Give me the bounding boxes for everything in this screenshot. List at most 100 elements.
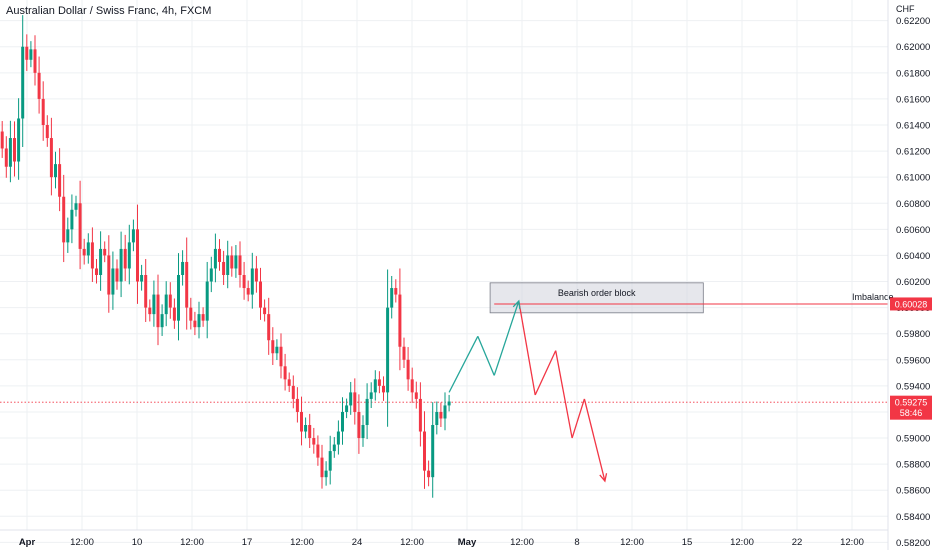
- candle-body: [439, 411, 443, 419]
- candle-body: [242, 275, 246, 289]
- candle-body: [263, 307, 267, 315]
- candle-body: [201, 314, 205, 321]
- candle-body: [324, 470, 328, 478]
- candle-body: [8, 138, 12, 167]
- y-tick-label: 0.61800: [896, 68, 930, 79]
- y-tick-label: 0.58200: [896, 538, 930, 549]
- candle-body: [423, 431, 426, 471]
- candle-body: [74, 203, 78, 210]
- candle-body: [226, 255, 230, 275]
- candle-body: [267, 314, 271, 341]
- projection-segment: [534, 350, 557, 396]
- candle-body: [58, 164, 62, 197]
- candle-body: [25, 46, 29, 60]
- candle-body: [275, 346, 279, 354]
- candle-body: [4, 148, 8, 167]
- candle-body: [402, 346, 406, 360]
- candle-body: [447, 401, 451, 406]
- candle-body: [144, 275, 148, 308]
- candle-body: [427, 470, 431, 478]
- candle-body: [95, 268, 98, 275]
- imbalance-price-label: 0.60028: [895, 299, 928, 309]
- x-tick-label: 17: [242, 537, 253, 548]
- candle-body: [13, 138, 16, 162]
- y-tick-label: 0.59800: [896, 329, 930, 340]
- x-tick-label: 12:00: [290, 537, 314, 548]
- projection-segment: [555, 350, 573, 439]
- candle-body: [21, 46, 25, 119]
- x-tick-label: 22: [792, 537, 803, 548]
- candle-body: [304, 425, 308, 432]
- candle-body: [54, 164, 57, 178]
- candle-body: [41, 98, 45, 125]
- candle-body: [336, 431, 340, 445]
- x-tick-label: 8: [574, 537, 579, 548]
- candle-body: [119, 248, 123, 282]
- candle-body: [37, 72, 41, 99]
- projection-layer: [448, 299, 608, 483]
- candle-body: [99, 248, 103, 275]
- candle-body: [148, 307, 152, 315]
- y-tick-label: 0.61600: [896, 94, 930, 105]
- candle-body: [136, 229, 139, 282]
- candle-body: [246, 288, 250, 295]
- candle-body: [254, 268, 258, 282]
- candle-body: [189, 307, 193, 321]
- candle-body: [308, 425, 312, 439]
- candle-body: [45, 125, 49, 139]
- x-tick-label: Apr: [19, 537, 36, 548]
- y-tick-label: 0.59600: [896, 355, 930, 366]
- x-tick-label: 24: [352, 537, 363, 548]
- candle-body: [78, 203, 82, 249]
- candle-body: [353, 392, 357, 412]
- candle-body: [164, 294, 168, 315]
- candle-body: [418, 398, 422, 432]
- x-tick-label: 10: [132, 537, 143, 548]
- y-tick-label: 0.58800: [896, 460, 930, 471]
- candle-body: [406, 359, 410, 380]
- y-tick-label: 0.61400: [896, 121, 930, 132]
- candle-body: [300, 411, 303, 432]
- candle-body: [349, 392, 353, 406]
- candle-body: [382, 385, 385, 393]
- candle-body: [357, 411, 361, 439]
- candle-body: [17, 118, 21, 162]
- x-tick-label: 12:00: [70, 537, 94, 548]
- candle-body: [140, 275, 144, 282]
- candle-body: [115, 268, 119, 282]
- candle-body: [127, 242, 131, 269]
- candle-body: [390, 288, 394, 308]
- candle-body: [373, 379, 377, 393]
- candle-body: [213, 248, 217, 269]
- candle-body: [66, 229, 70, 243]
- candle-body: [259, 281, 262, 308]
- y-tick-label: 0.60200: [896, 277, 930, 288]
- candle-body: [414, 392, 418, 399]
- candle-body: [205, 281, 209, 321]
- y-tick-label: 0.62200: [896, 16, 930, 27]
- candle-body: [230, 255, 234, 269]
- x-tick-label: 12:00: [180, 537, 204, 548]
- y-tick-label: 0.61200: [896, 147, 930, 158]
- imbalance-label: Imbalance: [852, 292, 894, 302]
- candle-body: [70, 209, 74, 230]
- order-block-zone: [489, 282, 704, 314]
- candle-body: [29, 49, 33, 60]
- x-tick-label: 12:00: [510, 537, 534, 548]
- x-tick-label: 12:00: [730, 537, 754, 548]
- candle-body: [250, 268, 254, 295]
- candle-body: [316, 444, 320, 458]
- x-tick-label: 12:00: [400, 537, 424, 548]
- y-tick-label: 0.61000: [896, 173, 930, 184]
- projection-segment: [571, 398, 586, 439]
- candle-body: [435, 411, 439, 425]
- x-tick-label: 12:00: [620, 537, 644, 548]
- candle-body: [222, 261, 226, 275]
- projection-segment: [493, 300, 520, 376]
- candle-body: [234, 255, 238, 269]
- chart-title: Australian Dollar / Swiss Franc, 4h, FXC…: [6, 5, 212, 17]
- currency-label: CHF: [896, 4, 915, 14]
